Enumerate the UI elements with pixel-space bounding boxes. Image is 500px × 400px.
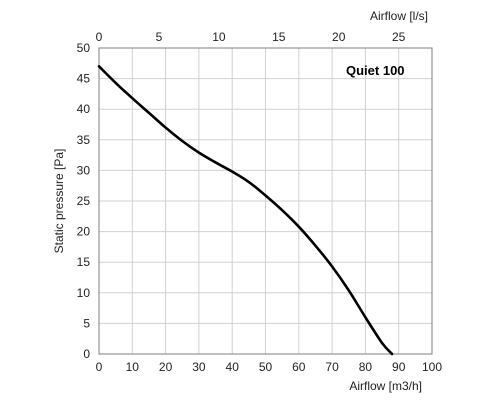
secondary-x-tick-label: 0 xyxy=(96,30,103,44)
y-tick-label: 10 xyxy=(77,286,91,300)
y-tick-label: 50 xyxy=(77,41,91,55)
x-tick-label: 30 xyxy=(192,360,206,374)
y-tick-label: 20 xyxy=(77,225,91,239)
y-tick-label: 35 xyxy=(77,133,91,147)
series-line xyxy=(97,65,394,356)
x-tick-label: 90 xyxy=(392,360,406,374)
y-tick-label: 40 xyxy=(77,102,91,116)
y-tick-label: 25 xyxy=(77,194,91,208)
y-tick-label: 15 xyxy=(77,255,91,269)
y-axis-ticks: 0 5 10 15 20 25 30 35 40 45 50 xyxy=(77,41,91,361)
y-axis-title: Static pressure [Pa] xyxy=(52,149,66,254)
x-tick-label: 50 xyxy=(259,360,273,374)
series-layer xyxy=(97,65,394,356)
x-tick-label: 10 xyxy=(126,360,140,374)
chart-annotation-model: Quiet 100 xyxy=(346,63,405,78)
secondary-x-tick-label: 20 xyxy=(332,30,346,44)
y-tick-label: 5 xyxy=(83,316,90,330)
x-tick-label: 20 xyxy=(159,360,173,374)
plot-area-frame xyxy=(98,47,433,355)
x-tick-label: 80 xyxy=(359,360,373,374)
secondary-x-tick-label: 5 xyxy=(156,30,163,44)
x-tick-label: 70 xyxy=(325,360,339,374)
secondary-x-axis-ticks: 0 5 10 15 20 25 xyxy=(96,30,406,44)
y-tick-label: 45 xyxy=(77,72,91,86)
secondary-x-tick-label: 25 xyxy=(392,30,406,44)
y-tick-label: 30 xyxy=(77,163,91,177)
secondary-x-axis-title: Airflow [l/s] xyxy=(370,9,428,23)
x-tick-label: 40 xyxy=(226,360,240,374)
x-axis-ticks: 0 10 20 30 40 50 60 70 80 90 100 xyxy=(96,360,443,374)
x-axis-title: Airflow [m3/h] xyxy=(349,379,422,393)
x-tick-label: 0 xyxy=(96,360,103,374)
y-tick-label: 0 xyxy=(83,347,90,361)
secondary-x-tick-label: 15 xyxy=(272,30,286,44)
x-tick-label: 100 xyxy=(422,360,442,374)
x-tick-label: 60 xyxy=(292,360,306,374)
secondary-x-tick-label: 10 xyxy=(212,30,226,44)
